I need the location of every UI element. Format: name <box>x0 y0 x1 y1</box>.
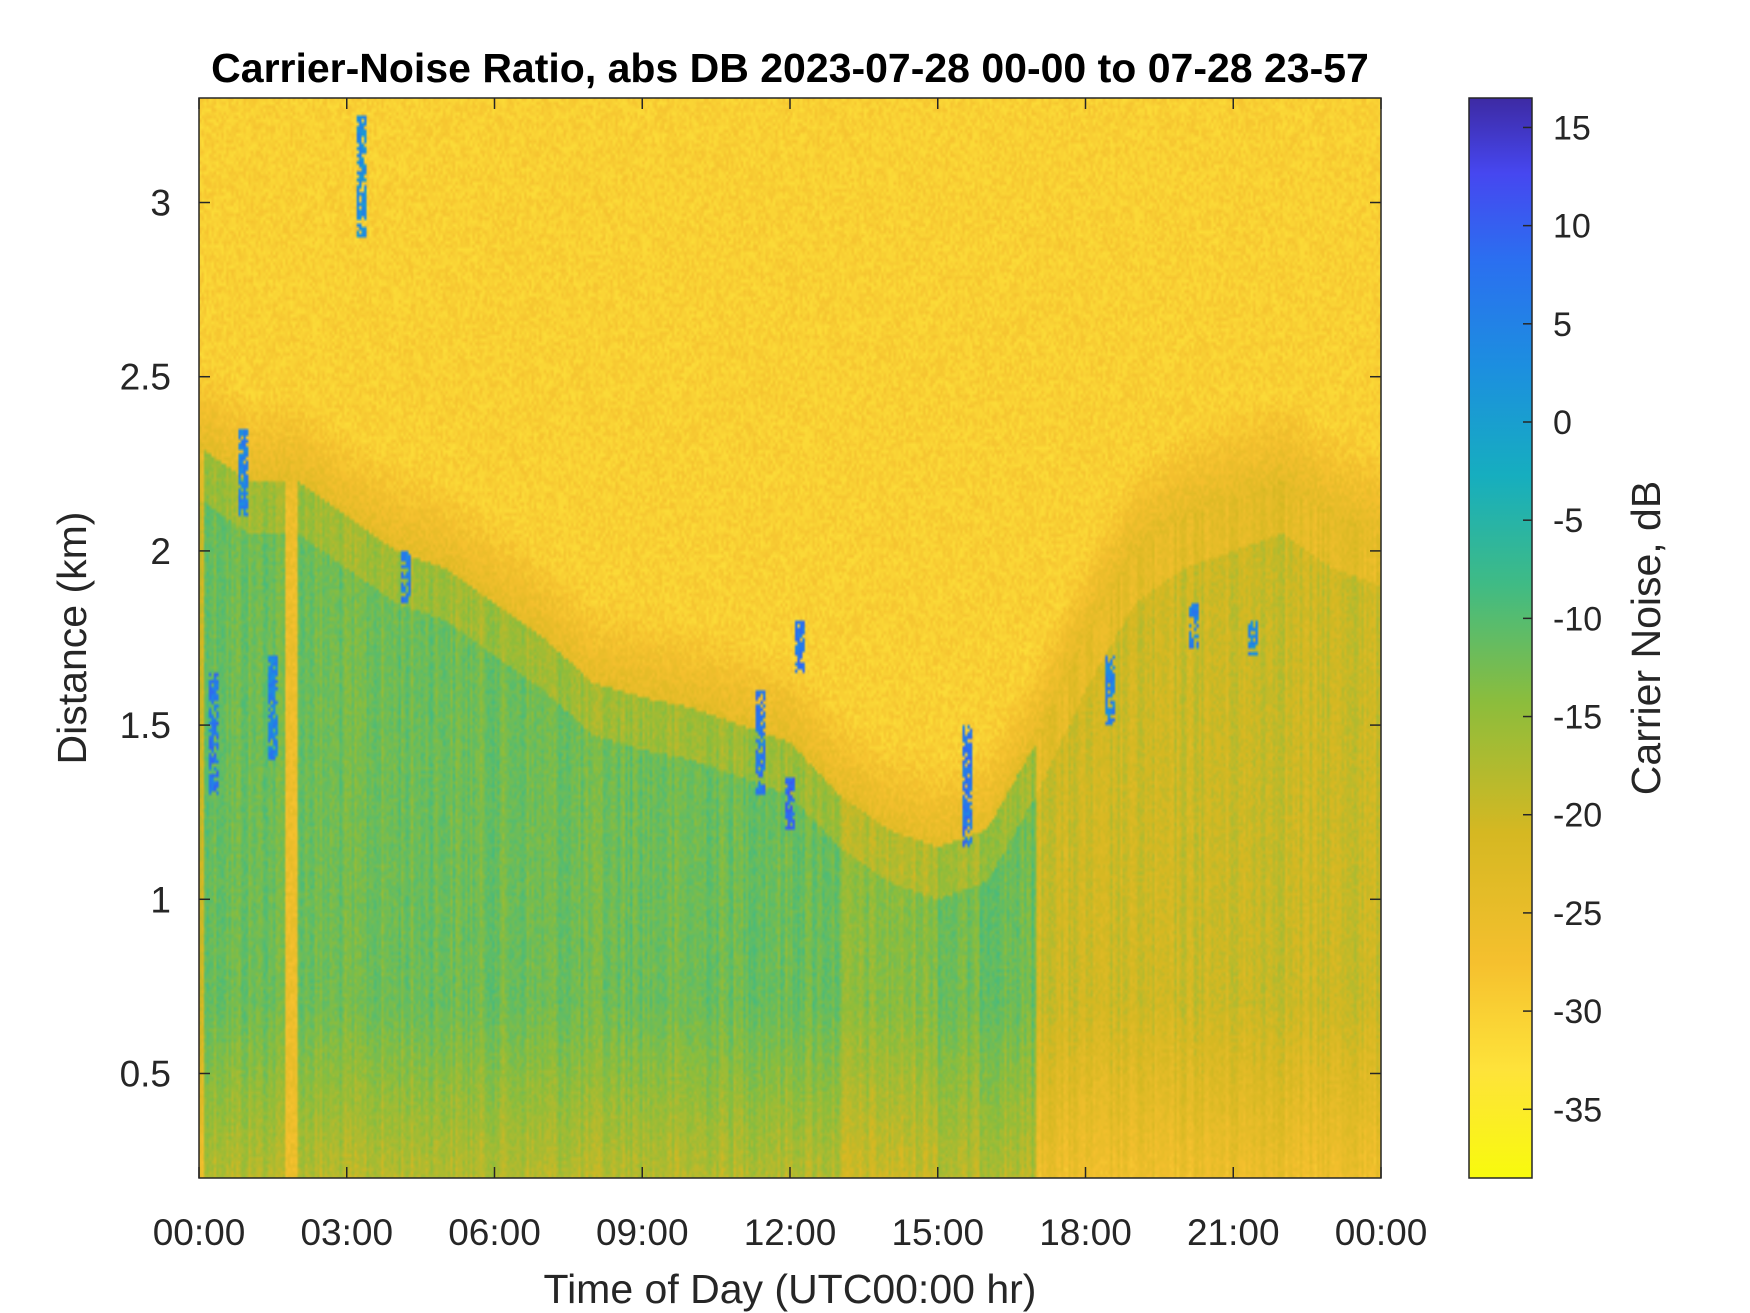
x-tick-label: 09:00 <box>596 1212 689 1253</box>
chart-title: Carrier-Noise Ratio, abs DB 2023-07-28 0… <box>211 45 1369 91</box>
y-tick-label: 0.5 <box>120 1053 171 1094</box>
colorbar-tick-label: -10 <box>1553 600 1602 638</box>
x-axis-label: Time of Day (UTC00:00 hr) <box>544 1266 1037 1312</box>
colorbar-tick-label: -35 <box>1553 1091 1602 1129</box>
x-axis: 00:00 03:00 06:00 09:00 12:00 15:00 18:00 21:00… <box>153 98 1428 1253</box>
colorbar-tick-label: 0 <box>1553 404 1572 442</box>
x-tick-label: 06:00 <box>448 1212 541 1253</box>
x-tick-label: 00:00 <box>1335 1212 1428 1253</box>
x-tick-label: 18:00 <box>1039 1212 1132 1253</box>
colorbar-tick-label: -5 <box>1553 502 1583 540</box>
colorbar <box>1469 98 1532 1178</box>
y-axis: 0.5 1 1.5 2 2.5 3 <box>120 183 1381 1094</box>
x-tick-label: 12:00 <box>744 1212 837 1253</box>
y-tick-label: 2.5 <box>120 357 171 398</box>
y-tick-label: 1 <box>150 879 171 920</box>
colorbar-axis: 15 10 5 0 -5 -10 -15 -20 -25 -30 -35 <box>1523 109 1602 1129</box>
colorbar-tick-label: -30 <box>1553 993 1602 1031</box>
x-tick-label: 03:00 <box>300 1212 393 1253</box>
x-tick-label: 00:00 <box>153 1212 246 1253</box>
colorbar-tick-label: -25 <box>1553 895 1602 933</box>
colorbar-frame <box>1468 97 1533 1179</box>
y-tick-label: 1.5 <box>120 705 171 746</box>
colorbar-tick-label: 15 <box>1553 109 1591 147</box>
colorbar-tick-label: -15 <box>1553 699 1602 737</box>
x-tick-label: 21:00 <box>1187 1212 1280 1253</box>
heatmap-image <box>199 98 1381 1178</box>
colorbar-tick-label: 5 <box>1553 306 1572 344</box>
colorbar-tick-label: 10 <box>1553 208 1591 246</box>
y-axis-label: Distance (km) <box>49 512 95 765</box>
y-tick-label: 2 <box>150 531 171 572</box>
colorbar-tick-label: -20 <box>1553 797 1602 835</box>
colorbar-label: Carrier Noise, dB <box>1623 481 1669 795</box>
y-tick-label: 3 <box>150 183 171 224</box>
x-tick-label: 15:00 <box>891 1212 984 1253</box>
